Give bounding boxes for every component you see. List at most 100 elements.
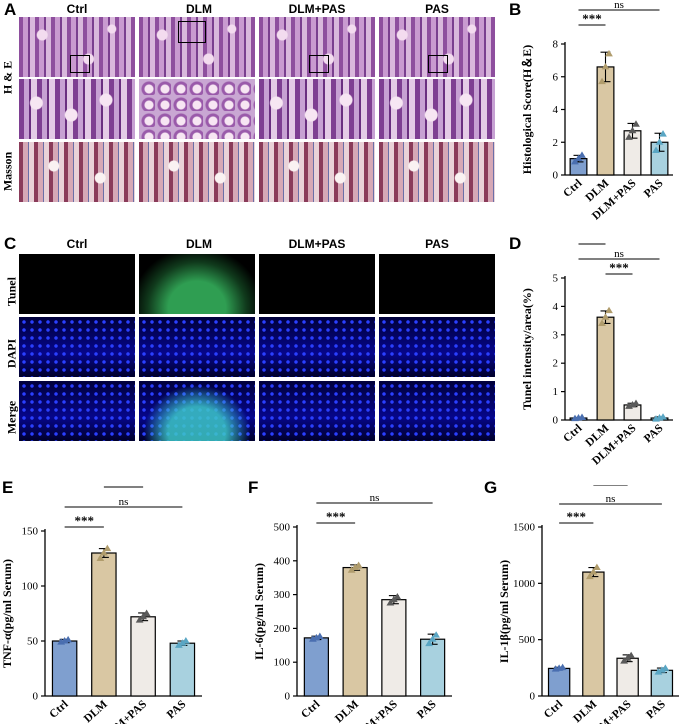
panel-label-c: C — [4, 234, 17, 253]
data-point — [661, 664, 670, 671]
bar-ctrl — [51, 640, 78, 697]
y-tick-label: 0 — [285, 691, 291, 703]
y-tick-label: 2 — [553, 137, 559, 149]
data-point — [632, 399, 640, 407]
y-tick-label: 4 — [553, 301, 559, 313]
data-point — [142, 609, 151, 616]
row-label-masson: Masson — [0, 151, 15, 192]
col-header-dlm-pas: DLM+PAS — [288, 2, 346, 16]
y-tick-label: 8 — [553, 39, 559, 51]
data-point — [393, 592, 402, 600]
row-label-tunel: Tunel — [4, 277, 19, 306]
data-point — [601, 313, 610, 320]
data-point — [655, 138, 664, 145]
data-point — [432, 631, 441, 638]
sig-label: *** — [75, 513, 95, 528]
y-tick-label: 200 — [274, 623, 291, 635]
y-tick-label: 400 — [274, 555, 291, 567]
y-tick-label: 6 — [553, 71, 559, 83]
y-tick-label: 1000 — [513, 578, 536, 590]
sig-label: *** — [582, 240, 602, 245]
data-point — [181, 637, 190, 644]
y-tick-label: 3 — [553, 329, 559, 341]
dapi-pas — [379, 317, 495, 377]
x-tick-label: Ctrl — [299, 698, 322, 721]
data-point — [627, 651, 636, 659]
tunel-dlm — [139, 254, 255, 314]
bar-dlm — [91, 552, 117, 697]
y-tick-label: 100 — [274, 657, 291, 669]
chart-tnf-alpha: 0 50 100 150 TNF-α(pg/ml Serum) Ctrl DLMDLM+PA… — [0, 485, 202, 724]
data-point — [574, 154, 583, 162]
x-tick-label: DLM — [571, 698, 599, 724]
bar-pas — [420, 638, 446, 697]
zoom-box-dlm-pas — [309, 55, 329, 73]
bar-dlm — [342, 566, 368, 697]
he-overview-pas — [379, 17, 495, 77]
y-tick-label: 0 — [530, 691, 536, 703]
he-zoom-dlm-pas — [259, 79, 375, 139]
sig-label: ns — [614, 0, 624, 11]
data-point — [605, 49, 613, 57]
data-point — [428, 635, 437, 642]
data-point — [605, 306, 613, 314]
sig-label: ns — [606, 493, 616, 505]
c-col-header-pas: PAS — [425, 237, 449, 251]
x-tick-label: Ctrl — [542, 698, 565, 721]
y-tick-label: 2 — [553, 358, 559, 370]
he-zoom-dlm — [139, 79, 255, 139]
tunel-ctrl — [19, 254, 135, 314]
y-tick-label: 500 — [519, 634, 536, 646]
sig-label: *** — [582, 11, 602, 26]
data-point — [96, 554, 105, 561]
y-tick-label: 300 — [274, 589, 291, 601]
y-axis-label: Histological Score(H＆E) — [520, 45, 534, 174]
c-col-header-dlm-pas: DLM+PAS — [288, 237, 346, 251]
data-point — [578, 151, 586, 158]
y-tick-label: 0 — [553, 170, 559, 182]
row-label-merge: Merge — [4, 400, 19, 435]
data-point — [578, 413, 586, 420]
y-axis-label: Tunel intensity/area(%) — [520, 288, 534, 410]
row-label-he: H & E — [0, 60, 15, 95]
masson-dlm-pas — [259, 142, 375, 202]
x-tick-label: Ctrl — [561, 177, 584, 200]
data-point — [64, 635, 73, 643]
sig-label: *** — [326, 509, 346, 524]
chart-il-6: 0 100 200 300 400 500 IL-6(pg/ml Serum) Ctrl DLM… — [252, 492, 452, 724]
sig-label: *** — [114, 485, 134, 488]
x-tick-label: DLM+PAS — [352, 698, 400, 724]
data-point — [135, 616, 144, 623]
x-tick-label: PAS — [415, 698, 439, 721]
panel-label-e: E — [2, 478, 14, 497]
sig-label: ns — [370, 492, 380, 504]
data-point — [625, 133, 633, 140]
zoom-box-dlm — [178, 21, 206, 43]
data-point — [558, 663, 567, 671]
panel-label-a: A — [4, 0, 17, 19]
masson-pas — [379, 142, 495, 202]
x-tick-label: PAS — [642, 177, 666, 200]
row-label-dapi: DAPI — [4, 338, 19, 369]
data-point — [659, 413, 667, 420]
sig-label: *** — [609, 260, 629, 275]
y-tick-label: 100 — [22, 581, 39, 593]
bar-ctrl — [547, 667, 571, 697]
data-point — [632, 120, 640, 127]
data-point — [659, 130, 667, 137]
y-tick-label: 0 — [33, 691, 39, 703]
dapi-dlm-pas — [259, 317, 375, 377]
he-overview-dlm-pas — [259, 17, 375, 77]
data-point — [585, 572, 594, 580]
merge-dlm — [139, 381, 255, 441]
y-tick-label: 1500 — [513, 522, 536, 534]
y-tick-label: 5 — [553, 273, 559, 285]
data-point — [571, 157, 579, 165]
c-col-header-ctrl: Ctrl — [66, 237, 88, 251]
col-header-pas: PAS — [425, 2, 449, 16]
x-tick-label: PAS — [642, 422, 666, 445]
x-tick-label: Ctrl — [561, 422, 584, 445]
zoom-box-pas — [428, 55, 448, 73]
